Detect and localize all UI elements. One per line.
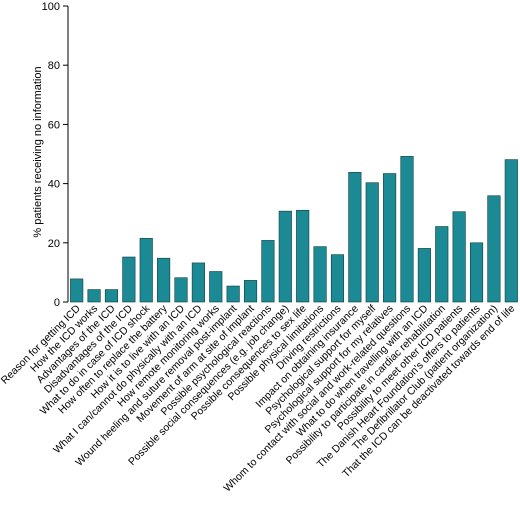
bar: [261, 240, 275, 303]
bar: [226, 285, 240, 303]
bar: [469, 242, 484, 303]
y-tick-label: 60: [48, 119, 60, 131]
y-tick-label: 80: [48, 60, 60, 72]
bar: [278, 210, 292, 303]
y-tick-label: 20: [48, 238, 60, 250]
bar: [487, 195, 501, 303]
y-axis: 0 20 40 60 80 100: [42, 1, 69, 309]
bar: [209, 271, 223, 303]
bar: [348, 172, 362, 303]
bar: [87, 289, 101, 303]
bar: [243, 280, 258, 303]
y-tick-label: 0: [54, 297, 60, 309]
bars: [70, 156, 518, 303]
bar: [70, 278, 84, 303]
bar: [400, 156, 414, 303]
bar: [504, 159, 518, 303]
bar: [330, 254, 345, 303]
y-axis-title: % patients receiving no information: [32, 66, 44, 237]
bar: [174, 277, 188, 303]
bar: [365, 182, 379, 303]
bar: [139, 238, 153, 303]
bar: [313, 246, 327, 303]
bar: [452, 211, 466, 303]
bar: [157, 257, 171, 303]
bar: [296, 209, 310, 303]
y-tick-label: 40: [48, 179, 60, 191]
bar: [122, 256, 136, 303]
bar: [435, 226, 449, 303]
bar: [383, 173, 397, 303]
y-tick-label: 100: [42, 1, 60, 13]
bar: [417, 248, 431, 303]
bar: [104, 289, 119, 303]
bar: [191, 262, 205, 303]
